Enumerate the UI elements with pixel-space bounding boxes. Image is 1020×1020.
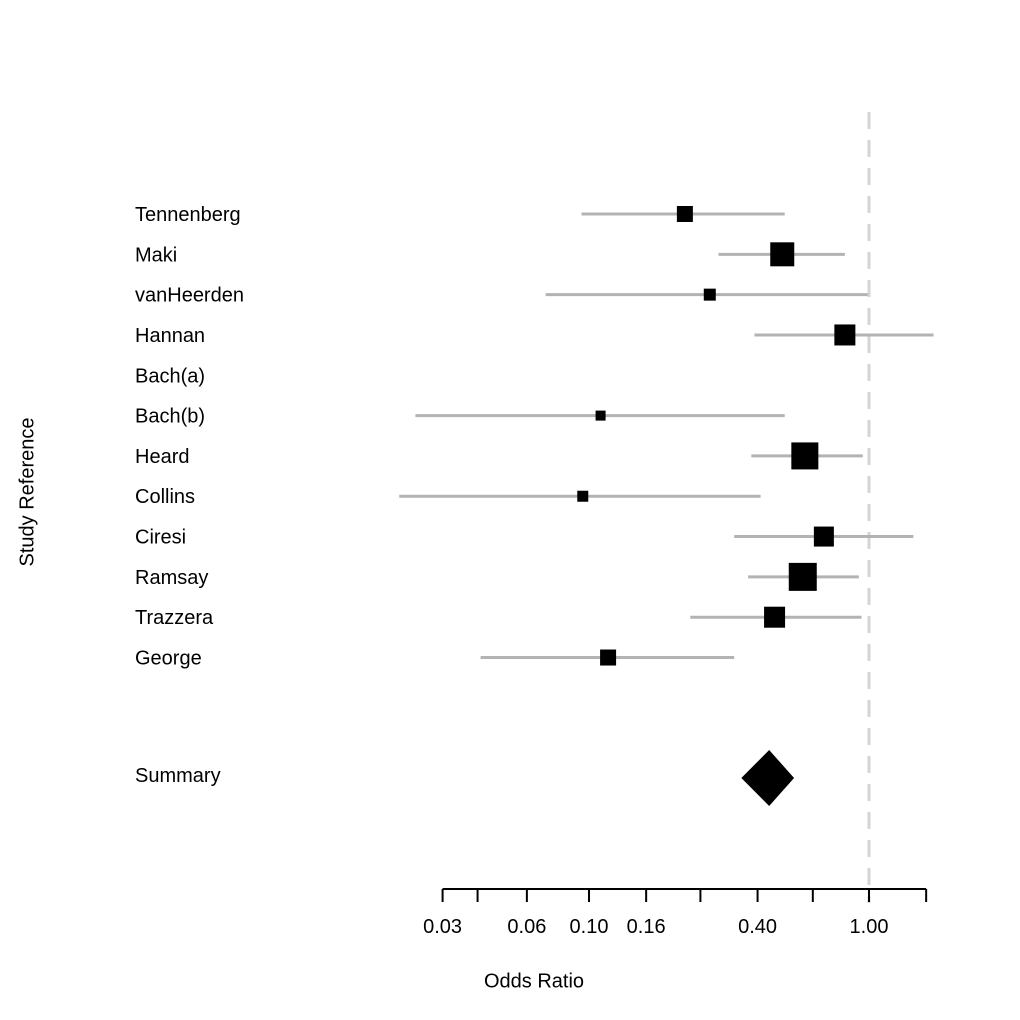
study-label: Bach(b) <box>135 406 205 428</box>
effect-box <box>703 288 716 301</box>
y-axis-title: Study Reference <box>16 417 39 567</box>
effect-box <box>600 649 617 666</box>
effect-box <box>813 526 834 547</box>
study-label: Collins <box>135 486 195 508</box>
effect-box <box>834 324 856 346</box>
axis-tick-label: 0.16 <box>627 916 666 938</box>
study-label: Trazzera <box>135 607 214 629</box>
study-label: vanHeerden <box>135 285 244 307</box>
x-axis-title: Odds Ratio <box>483 970 585 993</box>
effect-box <box>577 490 589 502</box>
axis-tick-label: 0.03 <box>423 916 462 938</box>
study-label: Bach(a) <box>135 365 205 387</box>
axis-tick-label: 0.06 <box>507 916 546 938</box>
effect-box <box>770 242 795 267</box>
summary-label: Summary <box>135 765 221 787</box>
study-label: Hannan <box>135 325 205 347</box>
axis-tick-label: 1.00 <box>850 916 889 938</box>
study-label: Heard <box>135 446 189 468</box>
study-label: Maki <box>135 244 177 266</box>
effect-box <box>676 206 693 222</box>
effect-box <box>788 562 817 591</box>
summary-diamond <box>741 750 795 806</box>
study-label: George <box>135 648 202 670</box>
effect-box <box>764 606 786 628</box>
study-label: Ramsay <box>135 567 208 589</box>
study-label: Ciresi <box>135 527 186 549</box>
effect-box <box>595 410 606 421</box>
axis-tick-label: 0.40 <box>738 916 777 938</box>
axis-tick-label: 0.10 <box>570 916 609 938</box>
study-label: Tennenberg <box>135 204 241 226</box>
effect-box <box>791 442 819 470</box>
